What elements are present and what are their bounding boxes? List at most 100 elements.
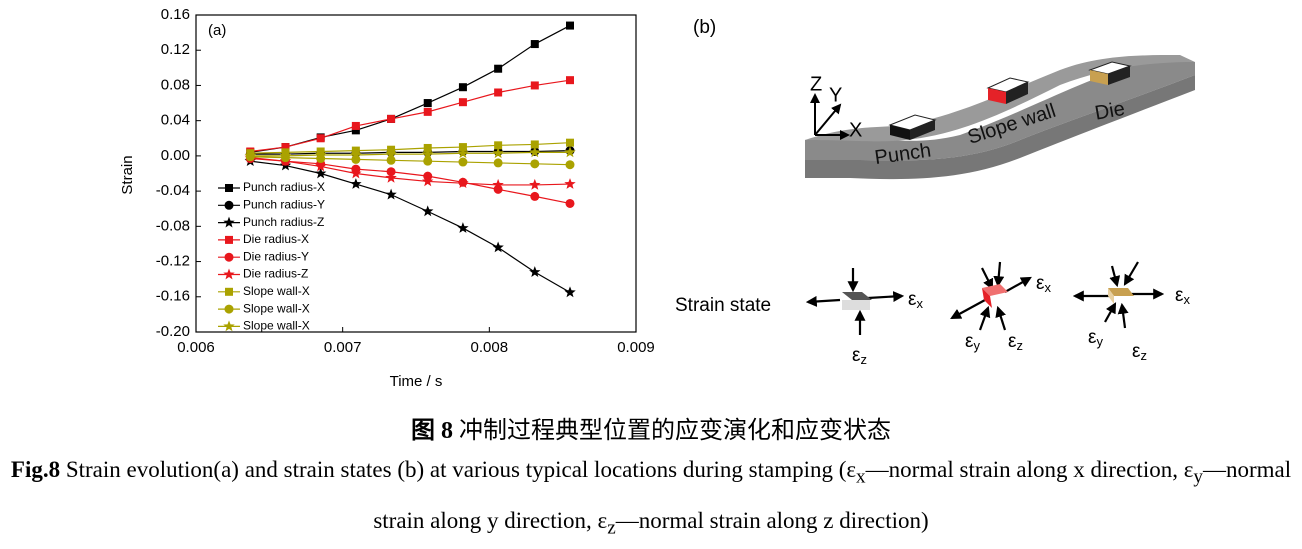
legend-marker [223, 320, 235, 332]
marker [350, 149, 362, 160]
y-tick-label: 0.04 [161, 112, 190, 129]
y-axis-label: Strain [119, 155, 136, 194]
epsilon: ε [852, 345, 861, 366]
marker [350, 178, 362, 189]
panel-label: (b) [693, 17, 716, 38]
subscript: z [1140, 348, 1147, 363]
strain-symbol: εx [1175, 285, 1190, 307]
marker [386, 167, 396, 177]
marker [566, 138, 574, 147]
x-tick-label: 0.007 [324, 339, 362, 356]
marker [494, 141, 503, 150]
marker [350, 167, 362, 179]
marker [566, 21, 574, 30]
strain-symbol: εz [1008, 331, 1023, 353]
series-line [250, 142, 571, 154]
strain-symbols: εx εz εx εy εz εx εy εz [852, 273, 1190, 367]
series-line [250, 157, 571, 186]
series-line [250, 157, 571, 205]
marker [564, 146, 576, 158]
y-tick-label: -0.08 [156, 217, 190, 234]
marker [315, 160, 327, 172]
marker [423, 107, 432, 116]
axis-label: Z [810, 73, 822, 95]
legend-label: Slope wall-X [243, 301, 310, 315]
marker [530, 81, 539, 90]
marker [423, 143, 432, 152]
epsilon: ε [965, 331, 974, 352]
legend-marker [224, 252, 234, 262]
marker [492, 178, 504, 190]
marker [529, 178, 541, 190]
series-line [250, 156, 571, 166]
die-box [1088, 61, 1132, 85]
series-line [250, 151, 570, 157]
marker [458, 157, 468, 167]
epsilon: ε [1088, 327, 1097, 348]
marker [566, 76, 574, 85]
marker [492, 147, 504, 159]
caption-label: 图 8 [411, 418, 453, 444]
location-label: Die [1093, 98, 1126, 125]
strain-symbol: εx [908, 289, 923, 311]
caption-label: Fig.8 [10, 457, 61, 482]
marker [315, 167, 327, 179]
marker [281, 143, 290, 152]
figure: (a) Time / s Strain (b) Z Y X Punch Slop… [119, 6, 1195, 390]
legend-marker [225, 184, 233, 192]
marker [458, 143, 467, 152]
marker [565, 160, 575, 170]
marker [458, 98, 467, 107]
legend-label: Die radius-X [243, 232, 309, 246]
strain-symbol: εx [1036, 273, 1051, 295]
marker [385, 171, 397, 183]
legend-marker [223, 268, 235, 280]
marker [530, 191, 540, 201]
legend-marker [225, 287, 233, 296]
subscript: x [856, 466, 866, 488]
series-line [250, 25, 571, 153]
x-tick-label: 0.006 [177, 339, 215, 356]
legend-marker [224, 304, 234, 314]
caption-cn: 图 8 冲制过程典型位置的应变演化和应变状态 [0, 410, 1302, 445]
legend-label: Slope wall-X [243, 319, 310, 333]
subscript: x [1183, 292, 1190, 307]
y-tick-label: 0.08 [161, 76, 190, 93]
caption-text: Strain evolution(a) and strain states (b… [65, 457, 857, 482]
legend-marker [223, 216, 235, 228]
legend-label: Die radius-Z [243, 267, 308, 281]
y-tick-label: -0.20 [156, 323, 190, 340]
strain-cubes [842, 284, 1134, 310]
marker [315, 149, 327, 160]
legend-label: Die radius-Y [243, 249, 309, 263]
marker [423, 156, 433, 166]
marker [457, 222, 469, 233]
marker [385, 148, 397, 159]
beam-front [805, 75, 1195, 180]
marker [457, 177, 469, 188]
marker [565, 198, 575, 208]
legend-marker [225, 235, 233, 244]
marker [458, 83, 467, 92]
subscript: x [1044, 280, 1051, 295]
marker [422, 175, 434, 187]
marker [385, 188, 397, 200]
page: (a) Time / s Strain (b) Z Y X Punch Slop… [0, 5, 1302, 539]
axis-label: X [849, 119, 862, 141]
marker [386, 155, 396, 165]
y-tick-label: 0.12 [161, 41, 190, 58]
subscript: x [916, 296, 923, 311]
plot-frame [195, 14, 637, 333]
strain-symbol: εz [1132, 341, 1147, 363]
subscript: y [1193, 466, 1203, 488]
panel-label: (a) [208, 22, 226, 39]
caption-text: 冲制过程典型位置的应变演化和应变状态 [459, 418, 891, 444]
axis-triad [810, 93, 850, 140]
marker [351, 121, 360, 130]
epsilon: ε [1008, 331, 1017, 352]
subscript: z [860, 352, 867, 367]
marker [244, 149, 256, 161]
marker [564, 286, 576, 298]
marker [494, 64, 503, 73]
caption-en: Fig.8 Strain evolution(a) and strain sta… [10, 448, 1292, 549]
